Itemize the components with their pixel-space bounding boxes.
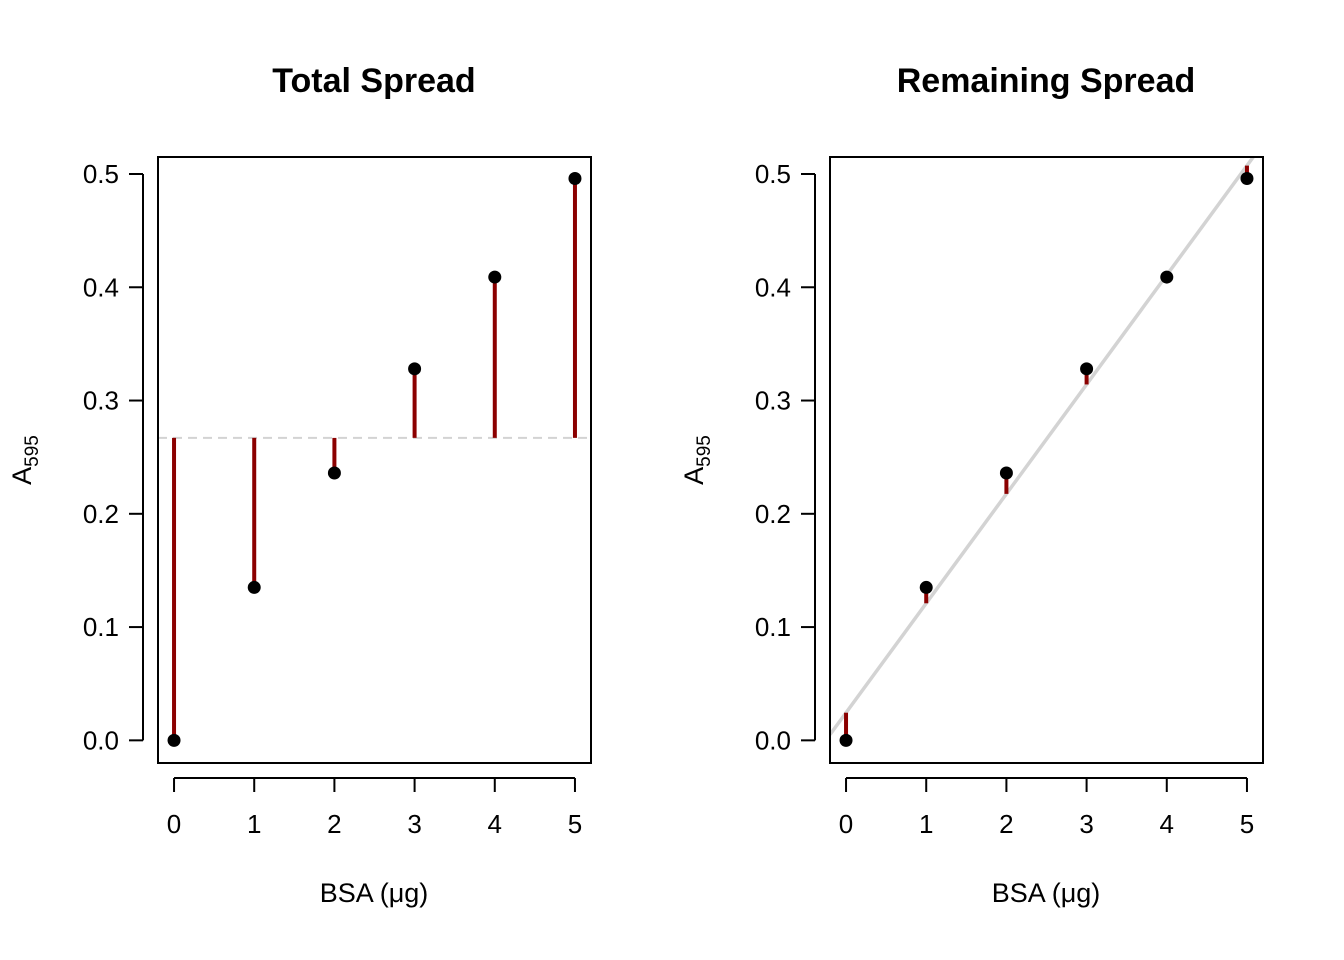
data-point bbox=[1080, 362, 1094, 376]
y-tick-label: 0.5 bbox=[83, 159, 119, 189]
data-point bbox=[167, 733, 181, 747]
y-axis-label: A595 bbox=[679, 435, 715, 485]
data-point bbox=[568, 172, 582, 186]
plot-area bbox=[158, 172, 591, 747]
y-axis-label-main: A bbox=[679, 467, 709, 485]
x-tick-label: 2 bbox=[327, 809, 341, 839]
chart-title: Total Spread bbox=[272, 62, 475, 100]
y-axis: 0.0 0.1 0.2 0.3 0.4 0.5 A595 bbox=[679, 159, 816, 755]
data-point bbox=[247, 580, 261, 594]
data-point bbox=[919, 580, 933, 594]
y-axis-label-subscript: 595 bbox=[694, 435, 715, 467]
y-tick-label: 0.3 bbox=[83, 386, 119, 416]
y-tick-label: 0.1 bbox=[83, 612, 119, 642]
y-axis: 0.0 0.1 0.2 0.3 0.4 0.5 A595 bbox=[7, 159, 144, 755]
x-axis: 0 1 2 3 4 5 BSA (μg) bbox=[839, 777, 1254, 908]
y-tick-label: 0.3 bbox=[755, 386, 791, 416]
data-point bbox=[327, 466, 341, 480]
x-tick-label: 5 bbox=[568, 809, 582, 839]
data-point bbox=[488, 270, 502, 284]
data-point bbox=[1160, 270, 1174, 284]
data-point bbox=[999, 466, 1013, 480]
x-tick-label: 4 bbox=[1160, 809, 1174, 839]
y-tick-label: 0.4 bbox=[755, 272, 791, 302]
y-tick-label: 0.0 bbox=[755, 725, 791, 755]
data-point bbox=[408, 362, 422, 376]
x-tick-label: 0 bbox=[167, 809, 181, 839]
x-axis-label: BSA (μg) bbox=[320, 878, 429, 908]
x-tick-label: 4 bbox=[488, 809, 502, 839]
x-tick-label: 5 bbox=[1240, 809, 1254, 839]
x-tick-label: 1 bbox=[247, 809, 261, 839]
x-tick-label: 3 bbox=[1079, 809, 1093, 839]
x-tick-label: 1 bbox=[919, 809, 933, 839]
x-tick-label: 0 bbox=[839, 809, 853, 839]
plot-frame bbox=[157, 156, 592, 764]
x-tick-label: 3 bbox=[407, 809, 421, 839]
y-tick-label: 0.5 bbox=[755, 159, 791, 189]
data-point bbox=[1240, 172, 1254, 186]
y-tick-label: 0.2 bbox=[83, 499, 119, 529]
y-axis-label: A595 bbox=[7, 435, 43, 485]
x-tick-label: 2 bbox=[999, 809, 1013, 839]
data-point bbox=[839, 733, 853, 747]
chart-title: Remaining Spread bbox=[897, 62, 1196, 100]
y-axis-label-main: A bbox=[7, 467, 37, 485]
regression-line bbox=[830, 157, 1256, 736]
y-tick-label: 0.0 bbox=[83, 725, 119, 755]
x-axis: 0 1 2 3 4 5 BSA (μg) bbox=[167, 777, 582, 908]
plot-frame bbox=[829, 156, 1264, 764]
y-axis-label-subscript: 595 bbox=[22, 435, 43, 467]
y-tick-label: 0.2 bbox=[755, 499, 791, 529]
y-tick-label: 0.4 bbox=[83, 272, 119, 302]
x-axis-label: BSA (μg) bbox=[992, 878, 1101, 908]
y-tick-label: 0.1 bbox=[755, 612, 791, 642]
plot-area bbox=[830, 157, 1256, 747]
